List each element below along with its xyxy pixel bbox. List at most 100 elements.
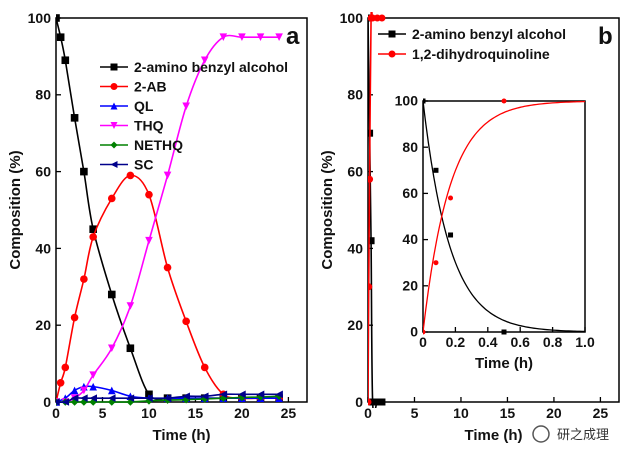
x-tick-label: 15 bbox=[500, 405, 516, 421]
data-point-sc bbox=[275, 390, 283, 399]
legend-marker-1-2-dihydroquinoline bbox=[388, 50, 396, 58]
series-line-1-2-dihydroquinoline bbox=[368, 12, 382, 403]
legend-marker-2-ab bbox=[110, 83, 118, 90]
series-line-thq bbox=[56, 34, 280, 404]
data-point-2-ab bbox=[182, 317, 190, 326]
y-axis-label: Composition (%) bbox=[319, 150, 336, 269]
data-point-nethq bbox=[182, 395, 190, 404]
panel-label-a: a bbox=[286, 23, 300, 50]
inset-data-point-1-2-dihydroquinoline bbox=[423, 329, 426, 335]
y-tick-label: 40 bbox=[347, 240, 363, 256]
data-point-2-amino-benzyl-alcohol bbox=[56, 14, 60, 22]
y-tick-label: 60 bbox=[35, 164, 51, 180]
inset-fit-line-2-amino-benzyl-alcohol bbox=[423, 100, 585, 333]
data-point-2-amino-benzyl-alcohol bbox=[126, 344, 135, 353]
data-point-thq bbox=[200, 56, 209, 65]
data-point-sc bbox=[182, 392, 190, 401]
data-point-sc bbox=[107, 394, 116, 402]
data-point-2-amino-benzyl-alcohol bbox=[378, 398, 386, 406]
data-point-1-2-dihydroquinoline bbox=[378, 14, 386, 22]
legend-label-1-2-dihydroquinoline: 1,2-dihydroquinoline bbox=[412, 46, 550, 62]
data-point-thq bbox=[80, 386, 88, 395]
data-point-2-amino-benzyl-alcohol bbox=[56, 33, 65, 41]
y-tick-label: 20 bbox=[35, 317, 51, 333]
data-point-2-ab bbox=[163, 263, 172, 272]
x-axis-label: Time (h) bbox=[152, 427, 210, 444]
data-point-2-amino-benzyl-alcohol bbox=[369, 398, 377, 406]
x-tick-label: 20 bbox=[546, 405, 562, 421]
data-point-2-amino-benzyl-alcohol bbox=[70, 114, 79, 122]
data-point-thq bbox=[107, 344, 116, 353]
data-point-thq bbox=[89, 371, 97, 379]
inset-data-point-1-2-dihydroquinoline bbox=[448, 195, 454, 201]
x-tick-label: 0.4 bbox=[478, 334, 498, 350]
inset-fit-line-1-2-dihydroquinoline bbox=[423, 100, 585, 333]
series-group bbox=[56, 14, 283, 406]
y-tick-label: 20 bbox=[402, 277, 418, 293]
x-tick-label: 0.2 bbox=[446, 334, 466, 350]
data-point-2-ab bbox=[89, 233, 97, 241]
y-tick-label: 0 bbox=[43, 394, 51, 410]
y-tick-label: 80 bbox=[402, 139, 418, 155]
data-point-sc bbox=[200, 392, 209, 401]
data-point-2-ab bbox=[145, 190, 153, 199]
data-point-sc bbox=[163, 394, 172, 402]
data-point-2-amino-benzyl-alcohol bbox=[145, 390, 153, 399]
legend-marker-2-amino-benzyl-alcohol bbox=[388, 30, 396, 38]
y-tick-label: 60 bbox=[402, 185, 418, 201]
data-point-sc bbox=[70, 394, 79, 402]
y-tick-label: 0 bbox=[410, 324, 418, 340]
y-tick-label: 80 bbox=[347, 87, 363, 103]
data-point-1-2-dihydroquinoline bbox=[368, 175, 374, 183]
data-point-sc bbox=[126, 394, 135, 402]
y-tick-label: 100 bbox=[340, 10, 364, 26]
inset-data-point-1-2-dihydroquinoline bbox=[433, 260, 439, 266]
legend-marker-thq bbox=[110, 122, 118, 129]
chart-panel-a: 0 5 10 15 20 25 0 20 40 60 80 100 2-amino benzyl alc… bbox=[7, 10, 308, 444]
x-tick-label: 10 bbox=[453, 405, 469, 421]
data-point-1-2-dihydroquinoline bbox=[368, 283, 373, 291]
legend-label-ql: QL bbox=[134, 98, 154, 114]
data-point-nethq bbox=[238, 393, 246, 402]
data-point-sc bbox=[219, 390, 228, 399]
data-point-thq bbox=[219, 33, 228, 41]
x-tick-label: 0 bbox=[364, 405, 372, 421]
x-tick-label: 5 bbox=[99, 405, 107, 421]
y-tick-label: 100 bbox=[28, 10, 52, 26]
legend-label-2-amino-benzyl-alcohol: 2-amino benzyl alcohol bbox=[412, 26, 566, 42]
data-point-sc bbox=[80, 394, 88, 402]
data-point-thq bbox=[256, 33, 265, 41]
data-point-2-amino-benzyl-alcohol bbox=[61, 56, 70, 65]
data-point-sc bbox=[256, 390, 265, 399]
legend-label-2-amino-benzyl-alcohol: 2-amino benzyl alcohol bbox=[134, 59, 288, 75]
y-tick-label: 20 bbox=[347, 317, 363, 333]
data-point-2-ab bbox=[200, 363, 209, 372]
data-point-2-ab bbox=[80, 275, 88, 283]
data-point-nethq bbox=[145, 397, 153, 405]
data-point-ql bbox=[70, 386, 79, 395]
y-tick-label: 100 bbox=[395, 93, 419, 109]
y-tick-label: 60 bbox=[347, 164, 363, 180]
watermark-text: 研之成理 bbox=[557, 427, 609, 442]
data-point-2-ab bbox=[70, 313, 79, 322]
data-point-sc bbox=[89, 394, 97, 402]
y-axis-label: Composition (%) bbox=[7, 150, 24, 269]
inset-data-point-2-amino-benzyl-alcohol bbox=[501, 329, 507, 335]
data-point-2-ab bbox=[61, 363, 70, 372]
panel-label-b: b bbox=[598, 23, 613, 50]
x-tick-label: 5 bbox=[411, 405, 419, 421]
data-point-thq bbox=[238, 33, 246, 41]
inset-x-axis-label: Time (h) bbox=[475, 355, 533, 372]
x-tick-label: 10 bbox=[141, 405, 157, 421]
data-point-sc bbox=[56, 398, 60, 406]
data-point-thq bbox=[145, 236, 153, 245]
legend-marker-sc bbox=[110, 161, 118, 168]
y-tick-label: 0 bbox=[355, 394, 363, 410]
data-point-ql bbox=[89, 382, 97, 391]
legend-marker-ql bbox=[110, 102, 118, 110]
legend-label-sc: SC bbox=[134, 157, 153, 173]
legend-label-thq: THQ bbox=[134, 118, 164, 134]
data-point-thq bbox=[126, 302, 135, 310]
x-tick-label: 20 bbox=[234, 405, 250, 421]
